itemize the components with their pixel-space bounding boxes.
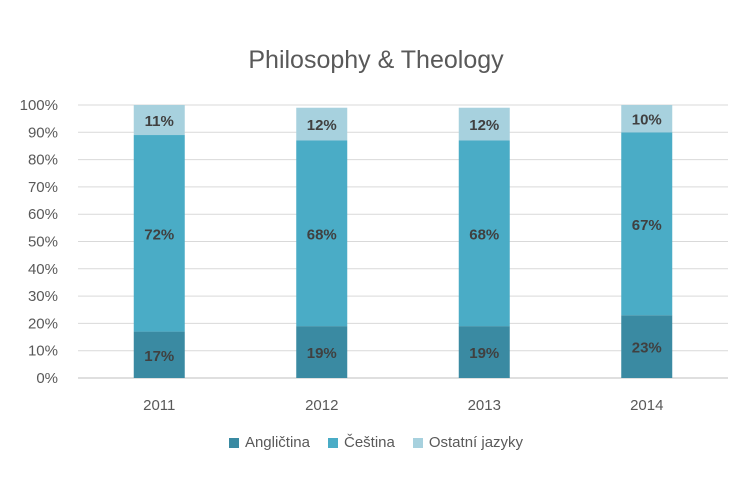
legend-item: Ostatní jazyky [412, 434, 524, 451]
y-tick-label: 70% [28, 179, 58, 196]
bar-segment [621, 315, 673, 378]
legend-item: Čeština [327, 434, 395, 451]
data-label: 11% [145, 113, 174, 130]
data-label: 23% [632, 340, 662, 357]
data-label: 19% [307, 345, 337, 362]
legend-item: Angličtina [228, 434, 310, 451]
data-label: 12% [469, 117, 499, 134]
y-tick-label: 30% [28, 288, 58, 305]
bar-segment [458, 326, 510, 378]
y-tick-label: 40% [28, 261, 58, 278]
data-label: 19% [469, 345, 499, 362]
bar-segment [133, 135, 185, 332]
legend-label: Angličtina [244, 434, 310, 451]
data-label: 67% [632, 217, 662, 234]
data-label: 68% [307, 226, 337, 243]
data-label: 17% [144, 348, 174, 365]
bar-segment [296, 326, 348, 378]
chart-title: Philosophy & Theology [248, 46, 504, 74]
y-tick-label: 50% [28, 234, 58, 251]
bar-segment [621, 105, 673, 133]
y-tick-label: 60% [28, 206, 58, 223]
data-label: 12% [307, 117, 337, 134]
x-tick-label: 2014 [630, 397, 663, 414]
bar-segment [133, 331, 185, 378]
y-tick-label: 0% [36, 370, 58, 387]
legend: Angličtina Čeština Ostatní jazyky [0, 434, 752, 451]
y-tick-label: 20% [28, 315, 58, 332]
data-label: 68% [469, 226, 499, 243]
y-tick-label: 80% [28, 152, 58, 169]
y-tick-label: 90% [28, 124, 58, 141]
bar-segment [458, 107, 510, 141]
x-tick-label: 2013 [468, 397, 501, 414]
bar-segment [296, 107, 348, 141]
y-tick-label: 10% [28, 343, 58, 360]
legend-swatch [228, 437, 239, 448]
y-tick-label: 100% [20, 97, 58, 114]
bar-segment [296, 140, 348, 327]
legend-label: Čeština [343, 434, 395, 451]
bar-segment [458, 140, 510, 327]
data-label: 10% [632, 112, 662, 129]
legend-label: Ostatní jazyky [428, 434, 524, 451]
bar-segment [621, 132, 673, 316]
legend-swatch [412, 437, 423, 448]
bar-segment [133, 105, 185, 136]
x-tick-label: 2011 [143, 397, 175, 414]
legend-swatch [327, 437, 338, 448]
x-tick-label: 2012 [305, 397, 338, 414]
data-label: 72% [144, 226, 174, 243]
